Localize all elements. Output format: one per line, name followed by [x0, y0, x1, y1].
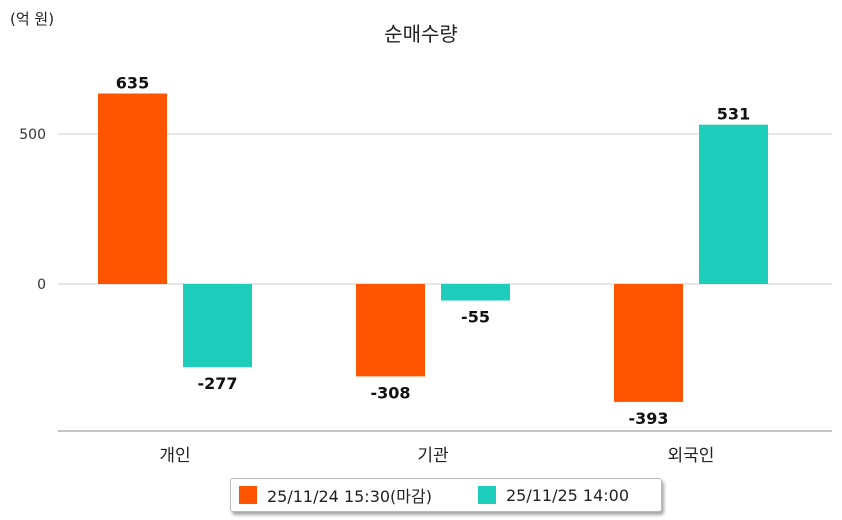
- legend-item-series-2[interactable]: 25/11/25 14:00: [477, 485, 630, 505]
- bar: [183, 284, 252, 368]
- legend-label-series-1: 25/11/24 15:30(마감): [267, 487, 432, 506]
- legend: 25/11/24 15:30(마감) 25/11/25 14:00: [230, 478, 662, 512]
- y-tick-label: 500: [19, 127, 46, 143]
- bar: [356, 284, 425, 377]
- data-label: -393: [628, 409, 668, 428]
- data-label: 635: [116, 74, 149, 93]
- bar: [98, 93, 167, 284]
- x-tick-label: 외국인: [668, 446, 715, 466]
- legend-swatch-series-1: [239, 486, 257, 504]
- data-label: -308: [370, 383, 410, 402]
- chart-title: 순매수량: [384, 22, 458, 46]
- x-tick-label: 개인: [159, 446, 190, 466]
- y-tick-label: 0: [37, 277, 46, 293]
- x-tick-label: 기관: [417, 446, 448, 466]
- y-unit-label: (억 원): [10, 10, 55, 28]
- legend-item-series-1[interactable]: 25/11/24 15:30(마감): [239, 483, 432, 507]
- bar: [614, 284, 683, 402]
- data-label: -277: [197, 374, 237, 393]
- bar-chart: 0 500 635 -277 개인 -308 -55 기관 -393 531 외국인: [19, 74, 832, 466]
- legend-swatch-series-2: [477, 486, 496, 504]
- bar: [441, 284, 510, 301]
- legend-label-series-2: 25/11/25 14:00: [505, 485, 630, 505]
- bar: [699, 124, 768, 284]
- data-label: -55: [461, 308, 490, 327]
- data-label: 531: [717, 105, 750, 124]
